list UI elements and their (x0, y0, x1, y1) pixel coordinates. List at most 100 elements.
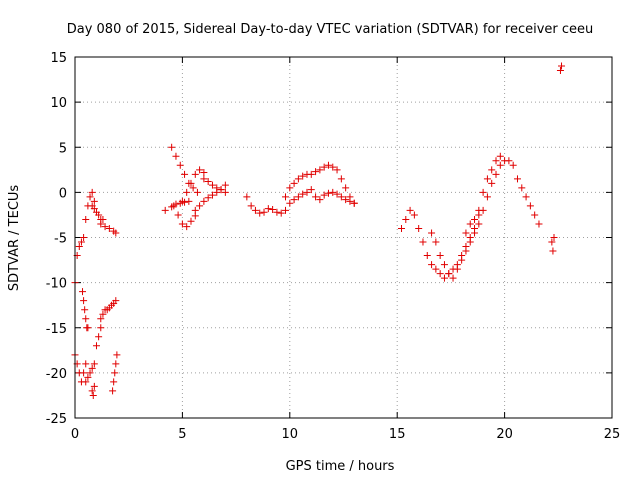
data-point (550, 234, 558, 241)
data-point (75, 243, 83, 251)
plot-area-frame (74, 56, 613, 419)
data-point (350, 199, 358, 207)
data-point (178, 197, 186, 205)
data-point (453, 265, 461, 273)
data-point (84, 324, 92, 332)
data-point (273, 208, 281, 216)
y-tick-label: -5 (54, 232, 67, 247)
x-tick-label: 20 (496, 427, 513, 442)
series-segment-8 (97, 297, 120, 323)
data-point (80, 234, 88, 241)
y-tick-label: -20 (46, 367, 67, 382)
data-point (90, 197, 98, 205)
data-point (406, 206, 414, 214)
data-point (518, 184, 526, 192)
data-point (174, 211, 182, 219)
data-point (208, 181, 216, 189)
data-point (333, 166, 341, 174)
data-point (436, 270, 444, 278)
y-tick-label: -10 (46, 277, 67, 292)
data-point (299, 172, 307, 180)
data-point (200, 175, 208, 183)
data-point (80, 369, 88, 377)
series-segment-12 (170, 202, 199, 231)
data-point (105, 224, 113, 232)
data-point (535, 220, 543, 228)
x-tick-labels: 0 5 10 15 20 25 (71, 427, 620, 442)
series-segment-5 (88, 382, 98, 399)
data-point (196, 202, 204, 210)
data-point (307, 186, 315, 194)
data-point (81, 306, 89, 314)
data-point (86, 369, 94, 377)
y-axis-label: SDTVAR / TECUs (7, 185, 22, 292)
series-segment-13 (178, 166, 208, 205)
data-point (419, 238, 427, 246)
data-point (496, 152, 504, 160)
data-point (462, 247, 470, 255)
data-point (475, 211, 483, 219)
y-tick-label: 15 (50, 51, 67, 66)
data-point (531, 211, 539, 219)
data-point (505, 157, 513, 165)
data-point (329, 163, 337, 171)
data-point (492, 157, 500, 165)
data-point (193, 188, 201, 196)
data-point (282, 206, 290, 214)
data-point (196, 166, 204, 174)
data-point (90, 382, 98, 390)
data-point (440, 261, 448, 269)
data-point (320, 191, 328, 199)
data-point (110, 378, 118, 386)
data-point (397, 224, 405, 232)
data-point (440, 274, 448, 282)
data-point (282, 193, 290, 201)
series-segment-19 (428, 157, 543, 282)
data-points (71, 62, 566, 399)
data-point (549, 247, 557, 255)
data-point (556, 67, 564, 75)
data-point (99, 310, 107, 318)
data-point (77, 238, 85, 246)
data-point (432, 265, 440, 273)
series-segment-11 (168, 143, 201, 196)
data-point (200, 169, 208, 177)
series-segment-21 (548, 234, 558, 255)
data-point (264, 205, 272, 213)
data-point (346, 193, 354, 201)
x-tick-label: 5 (178, 427, 186, 442)
data-point (312, 193, 320, 201)
x-tick-label: 25 (604, 427, 621, 442)
data-point (204, 178, 212, 186)
series-segment-6 (88, 202, 107, 223)
data-point (168, 143, 176, 151)
data-point (79, 288, 87, 296)
data-point (191, 170, 199, 178)
data-point (191, 206, 199, 214)
series-segment-17 (282, 161, 358, 207)
data-point (189, 184, 197, 192)
data-point (483, 193, 491, 201)
data-point (185, 197, 193, 205)
data-point (337, 193, 345, 201)
data-point (475, 220, 483, 228)
data-point (243, 193, 251, 201)
data-point (428, 261, 436, 269)
data-point (200, 197, 208, 205)
chart-title: Day 080 of 2015, Sidereal Day-to-day VTE… (67, 22, 594, 37)
data-point (548, 238, 556, 246)
data-point (109, 387, 117, 395)
data-point (80, 297, 88, 305)
data-point (299, 190, 307, 198)
data-point (170, 202, 178, 210)
data-point (522, 193, 530, 201)
data-point (316, 166, 324, 174)
data-point (260, 208, 268, 216)
series-segment-18 (397, 152, 504, 282)
data-point (307, 170, 315, 178)
data-point (526, 202, 534, 210)
grid (75, 57, 612, 418)
data-point (187, 217, 195, 225)
data-point (277, 209, 285, 217)
data-point (558, 62, 566, 70)
